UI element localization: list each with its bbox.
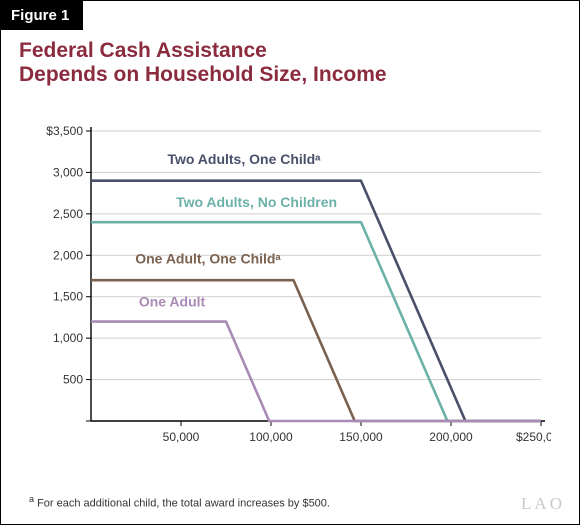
figure-label: Figure 1 <box>11 7 69 24</box>
x-tick-label: 50,000 <box>163 430 200 444</box>
series-label: One Adult, One Childᵃ <box>135 251 281 267</box>
footnote: a For each additional child, the total a… <box>29 494 330 510</box>
x-tick-label: 200,000 <box>429 430 473 444</box>
x-tick-label: $250,000 <box>516 430 551 444</box>
title-line-2: Depends on Household Size, Income <box>19 63 387 87</box>
lao-watermark: LAO <box>521 494 565 514</box>
y-tick-label: 2,500 <box>53 207 83 221</box>
footnote-marker: a <box>29 494 34 504</box>
title-line-1: Federal Cash Assistance <box>19 39 387 63</box>
y-tick-label: 500 <box>63 373 83 387</box>
chart-area: 500 1,000 1,500 2,000 2,500 3,000 $3,500 50,000… <box>31 121 551 481</box>
footnote-text: For each additional child, the total awa… <box>37 498 330 510</box>
y-tick-label: $3,500 <box>46 124 83 138</box>
y-tick-label: 1,000 <box>53 331 83 345</box>
chart-title: Federal Cash Assistance Depends on House… <box>19 39 387 87</box>
x-tick-label: 100,000 <box>249 430 293 444</box>
y-tick-label: 3,000 <box>53 165 83 179</box>
y-tick-label: 2,000 <box>53 248 83 262</box>
line-chart: 500 1,000 1,500 2,000 2,500 3,000 $3,500 50,000… <box>31 121 551 461</box>
series-label: One Adult <box>139 294 206 310</box>
y-tick-label: 1,500 <box>53 290 83 304</box>
x-tick-label: 150,000 <box>339 430 383 444</box>
figure-container: Figure 1 Federal Cash Assistance Depends… <box>0 0 580 525</box>
series-label: Two Adults, No Children <box>176 194 337 210</box>
series-label: Two Adults, One Childᵃ <box>167 151 321 167</box>
figure-label-tab: Figure 1 <box>1 1 83 30</box>
series-line <box>91 322 541 421</box>
